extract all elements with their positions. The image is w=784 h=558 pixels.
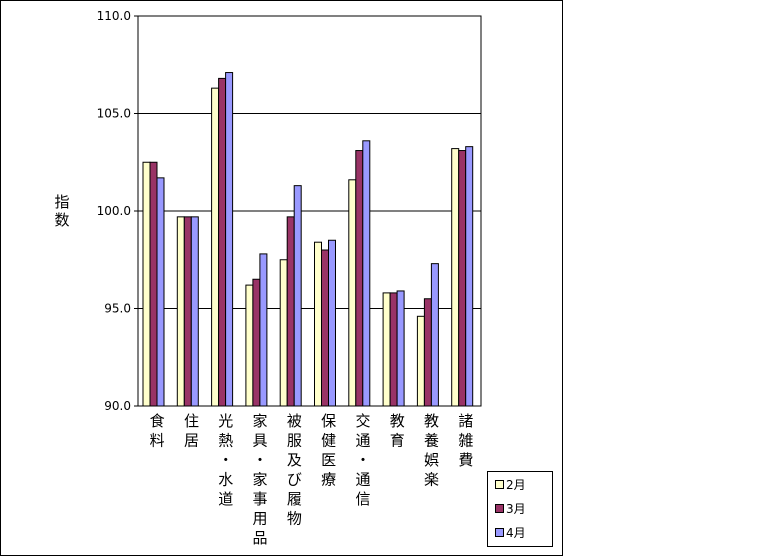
bar: [416, 315, 425, 407]
legend-label: 3月: [506, 501, 526, 516]
bar: [218, 77, 227, 407]
bar: [245, 284, 254, 407]
bar: [259, 253, 268, 407]
legend-swatch: [495, 479, 504, 489]
bar: [465, 146, 474, 407]
x-category-label: 住居: [184, 412, 199, 450]
legend-label: 2月: [506, 477, 526, 492]
x-category-label: 教養娯楽: [424, 412, 439, 489]
bar: [314, 241, 322, 407]
bar: [348, 179, 357, 407]
legend-item: 3月: [495, 500, 526, 516]
bar: [451, 148, 460, 407]
bar: [396, 290, 405, 407]
y-axis-title: 指数: [54, 193, 69, 229]
x-category-label: 諸雑費: [458, 412, 473, 469]
x-category-label: 交通・通信: [355, 412, 370, 508]
x-category-label: 被服及び履物: [287, 412, 302, 528]
bar: [211, 87, 220, 407]
bar: [252, 278, 261, 407]
bar: [225, 72, 234, 407]
legend-item: 2月: [495, 476, 526, 492]
bar: [321, 249, 329, 407]
bar: [149, 161, 158, 407]
bars: [142, 72, 474, 407]
legend-item: 4月: [495, 524, 526, 540]
y-tick-labels: 90.0 95.0 100.0 105.0 110.0: [97, 9, 138, 413]
bar: [362, 140, 371, 407]
y-tick-label: 95.0: [104, 302, 131, 316]
legend: 2月 3月 4月: [487, 471, 553, 547]
x-category-label: 光熱・水道: [218, 412, 233, 508]
bar: [176, 216, 185, 407]
bar: [279, 259, 288, 407]
bar: [389, 292, 398, 407]
y-tick-label: 110.0: [97, 9, 131, 23]
bar: [328, 239, 336, 407]
x-category-label: 保健医療: [321, 412, 336, 489]
bar: [286, 216, 295, 407]
x-category-label: 家具・家事用品: [253, 412, 268, 547]
bar: [142, 161, 151, 407]
x-category-label: 教育: [390, 412, 405, 450]
bar: [430, 263, 439, 407]
y-tick-label: 100.0: [97, 204, 131, 218]
bar: [355, 150, 364, 407]
bar: [458, 150, 467, 407]
x-category-label: 食料: [150, 412, 165, 450]
bar: [183, 216, 192, 407]
legend-swatch: [495, 503, 504, 513]
bar: [190, 216, 199, 407]
legend-label: 4月: [506, 525, 526, 540]
y-tick-label: 105.0: [97, 107, 131, 121]
bar: [293, 185, 302, 407]
bar: [156, 177, 165, 407]
bar: [382, 292, 391, 407]
bar: [423, 298, 432, 407]
legend-swatch: [495, 527, 504, 537]
y-axis-label: 指数: [54, 193, 69, 229]
y-tick-label: 90.0: [104, 399, 131, 413]
